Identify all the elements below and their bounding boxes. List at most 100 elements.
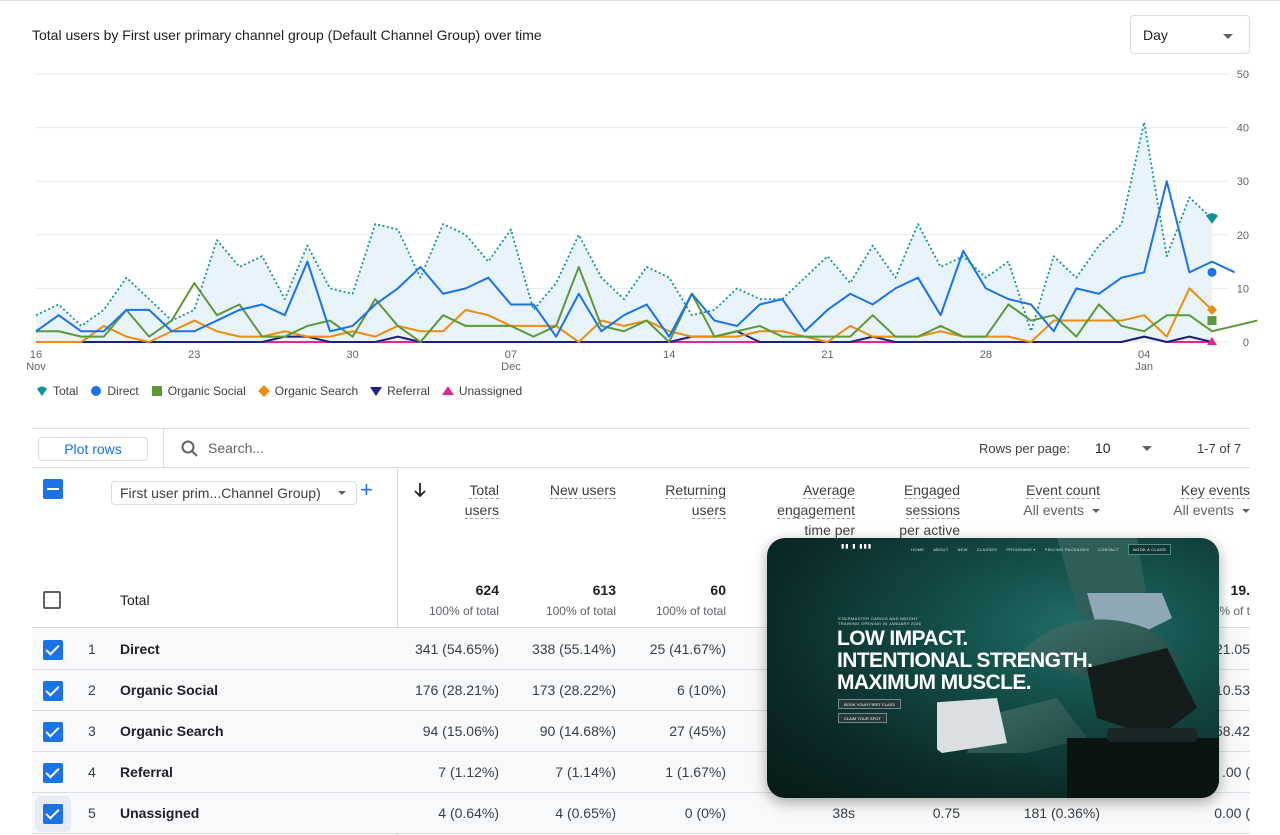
- x-tick-label: 23: [188, 349, 200, 361]
- organic-search-end-marker: [1207, 304, 1217, 315]
- series-line-direct[interactable]: [35, 180, 1236, 338]
- column-header[interactable]: Event count: [970, 480, 1100, 500]
- column-header-text: time per: [804, 522, 855, 539]
- x-tick-label: 28: [980, 349, 992, 361]
- table-row[interactable]: 5 Unassigned 4 (0.64%) 4 (0.65%) 0 (0%) 38s 0.…: [32, 793, 1250, 834]
- column-header[interactable]: Key events: [1130, 480, 1250, 500]
- total-end-marker: [1206, 213, 1218, 224]
- column-header[interactable]: Engaged sessions per active: [860, 480, 960, 540]
- x-tick-month: Dec: [501, 361, 521, 373]
- total-percent: 100% of total: [545, 604, 616, 618]
- legend-item-organic-search[interactable]: Organic Search: [257, 384, 359, 398]
- event-filter-select[interactable]: All events: [970, 502, 1100, 518]
- unassigned-end-marker: [1207, 337, 1217, 345]
- add-dimension-button[interactable]: +: [360, 477, 373, 502]
- row-checkbox[interactable]: [43, 804, 63, 824]
- site-nav-item[interactable]: CONTACT: [1098, 546, 1120, 552]
- pagination-text: 1-7 of 7: [1197, 441, 1242, 456]
- chevron-down-icon: [338, 491, 346, 495]
- chart-title: Total users by First user primary channe…: [32, 27, 542, 43]
- legend-label: Organic Social: [167, 384, 246, 398]
- row-metric-value: 58.42: [1214, 723, 1250, 739]
- legend-item-referral[interactable]: Referral: [370, 384, 430, 398]
- row-channel-name: Referral: [120, 764, 173, 780]
- legend-label: Direct: [107, 384, 139, 398]
- series-line-organic-search[interactable]: [36, 287, 1213, 343]
- series-line-referral[interactable]: [36, 330, 1213, 343]
- x-tick-label: 14: [663, 349, 675, 361]
- select-all-checkbox[interactable]: [43, 479, 63, 499]
- legend-label: Organic Search: [274, 384, 359, 398]
- row-checkbox[interactable]: [43, 681, 63, 701]
- granularity-select[interactable]: Day: [1130, 15, 1250, 54]
- row-metric-value: 341 (54.65%): [414, 641, 499, 657]
- row-checkbox[interactable]: [43, 722, 63, 742]
- site-nav-item[interactable]: ABOUT: [933, 546, 949, 552]
- site-nav-item[interactable]: PRICING PACKAGES: [1044, 546, 1090, 552]
- y-tick-label: 40: [1237, 123, 1249, 135]
- column-header-text: Engaged: [903, 482, 960, 499]
- rows-per-page-label: Rows per page:: [979, 441, 1071, 456]
- toolbar-divider: [163, 429, 164, 467]
- plot-rows-button[interactable]: Plot rows: [38, 437, 148, 461]
- hero-headline: LOW IMPACT. INTENTIONAL STRENGTH. MAXIMU…: [837, 627, 1093, 694]
- event-filter-select[interactable]: All events: [1130, 502, 1250, 518]
- video-overlay-website-preview[interactable]: ▮▮ ▮ ▮▮▮ HOME ABOUT NEW CLASSES PROGRAMS ▾ PR…: [767, 538, 1219, 798]
- claim-spot-button[interactable]: CLAIM YOUR SPOT: [838, 713, 887, 723]
- column-header-text: Total: [469, 482, 499, 499]
- table-toolbar: Plot rows Rows per page: 10 1-7 of 7: [32, 428, 1250, 468]
- row-number: 1: [88, 641, 96, 657]
- granularity-value: Day: [1143, 27, 1168, 43]
- legend-label: Referral: [387, 384, 430, 398]
- column-header[interactable]: Average engagement time per: [735, 480, 855, 540]
- row-number: 4: [88, 764, 96, 780]
- chevron-down-icon: [1223, 34, 1233, 39]
- row-channel-name: Organic Search: [120, 723, 224, 739]
- rows-per-page-value[interactable]: 10: [1095, 440, 1111, 456]
- row-metric-value: 4 (0.65%): [555, 805, 616, 821]
- site-nav-item[interactable]: NEW: [957, 546, 968, 552]
- event-filter-label: All events: [1173, 502, 1234, 518]
- site-nav-item[interactable]: CLASSES: [976, 546, 998, 552]
- sort-descending-icon[interactable]: [413, 482, 427, 498]
- column-header-text: users: [691, 502, 726, 519]
- row-metric-value: 338 (55.14%): [531, 641, 616, 657]
- series-line-total[interactable]: [35, 121, 1213, 333]
- legend-item-unassigned[interactable]: Unassigned: [441, 384, 522, 398]
- triangle-up-icon: [441, 386, 454, 395]
- site-nav-item[interactable]: PROGRAMS ▾: [1006, 546, 1036, 552]
- legend-item-direct[interactable]: Direct: [90, 384, 139, 398]
- athlete-image: [937, 538, 1219, 798]
- dimension-select[interactable]: First user prim...Channel Group): [111, 481, 357, 505]
- row-metric-value: 6 (10%): [676, 682, 726, 698]
- site-nav: HOME ABOUT NEW CLASSES PROGRAMS ▾ PRICING PAC…: [767, 538, 1219, 560]
- circle-icon: [91, 386, 102, 396]
- row-checkbox[interactable]: [43, 763, 63, 783]
- chevron-down-icon[interactable]: [1142, 446, 1152, 451]
- column-header[interactable]: Total users: [409, 480, 499, 520]
- row-metric-value: 10.53: [1214, 682, 1250, 698]
- total-checkbox[interactable]: [43, 591, 61, 609]
- row-checkbox[interactable]: [43, 640, 63, 660]
- organic-social-end-marker: [1207, 316, 1217, 326]
- x-tick-label: 04: [1138, 349, 1150, 361]
- legend-item-organic-social[interactable]: Organic Social: [151, 384, 246, 398]
- book-first-class-button[interactable]: BOOK YOUR FIRST CLASS: [838, 699, 901, 709]
- search-input[interactable]: [208, 438, 508, 458]
- row-metric-value: 90 (14.68%): [539, 723, 616, 739]
- dimension-label: First user prim...Channel Group): [120, 485, 321, 501]
- diamond-icon: [257, 385, 270, 397]
- column-header[interactable]: Returning users: [626, 480, 726, 520]
- row-metric-value: 7 (1.14%): [555, 764, 616, 780]
- series-line-organic-social[interactable]: [36, 265, 1258, 343]
- column-header[interactable]: New users: [506, 480, 616, 500]
- site-book-class-button[interactable]: BOOK A CLASS: [1128, 543, 1171, 555]
- legend-item-total[interactable]: Total: [36, 384, 78, 398]
- column-header-text: Returning: [665, 482, 726, 499]
- site-nav-item[interactable]: HOME: [911, 546, 925, 552]
- legend-label: Total: [53, 384, 79, 398]
- headline-line-1: LOW IMPACT.: [837, 627, 968, 650]
- total-row: Total 624 100% of total 613 100% of total 60…: [32, 576, 1250, 628]
- y-tick-label: 20: [1237, 230, 1249, 242]
